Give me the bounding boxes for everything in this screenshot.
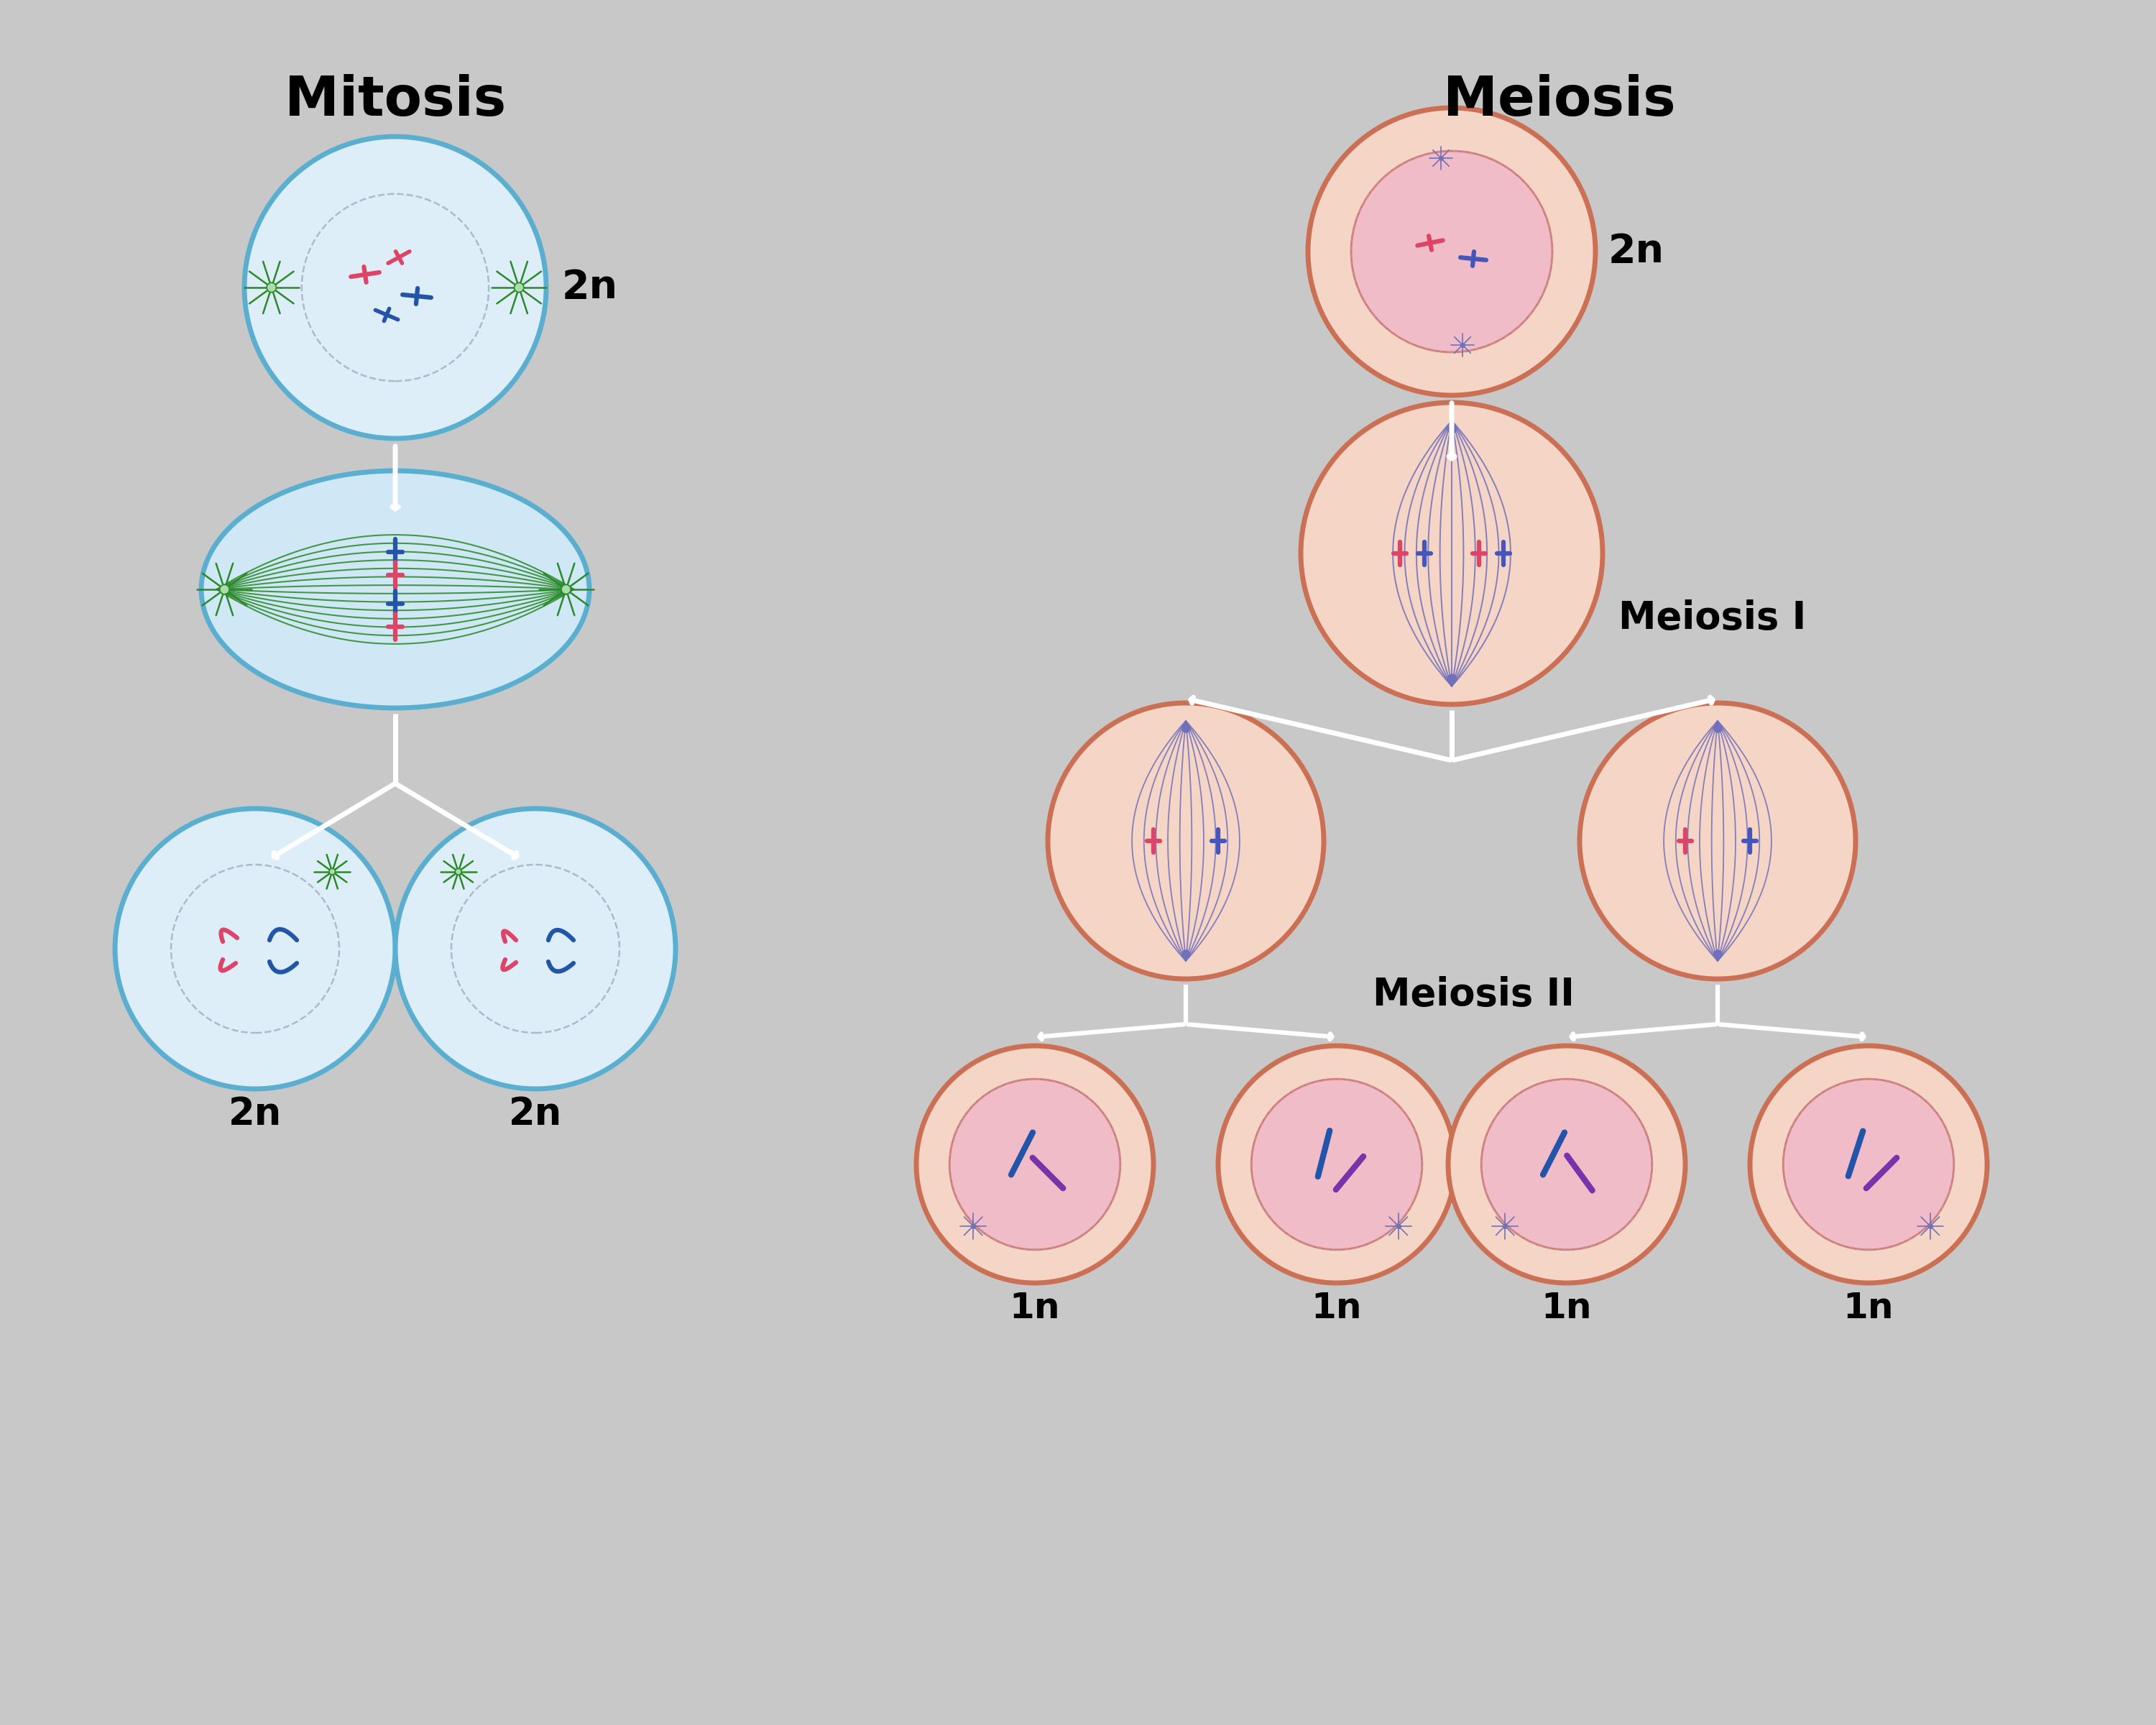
Text: 2n: 2n	[229, 1095, 282, 1133]
Ellipse shape	[1751, 1045, 1988, 1283]
Text: 2n: 2n	[563, 267, 619, 307]
Text: 1n: 1n	[1009, 1290, 1061, 1325]
Ellipse shape	[1449, 1045, 1686, 1283]
Text: 1n: 1n	[1311, 1290, 1363, 1325]
Text: Mitosis: Mitosis	[285, 74, 507, 128]
Ellipse shape	[1580, 704, 1856, 978]
Text: 1n: 1n	[1542, 1290, 1591, 1325]
Ellipse shape	[201, 471, 589, 707]
Ellipse shape	[916, 1045, 1153, 1283]
Ellipse shape	[1309, 107, 1595, 395]
Ellipse shape	[1218, 1045, 1455, 1283]
Ellipse shape	[455, 868, 461, 875]
Ellipse shape	[114, 809, 395, 1088]
Text: 2n: 2n	[509, 1095, 563, 1133]
Ellipse shape	[1783, 1080, 1953, 1249]
Ellipse shape	[244, 136, 545, 438]
Ellipse shape	[1352, 150, 1552, 352]
Text: 1n: 1n	[1843, 1290, 1893, 1325]
Ellipse shape	[515, 283, 524, 292]
Ellipse shape	[1250, 1080, 1423, 1249]
Ellipse shape	[561, 585, 571, 593]
Ellipse shape	[267, 283, 276, 292]
Ellipse shape	[1481, 1080, 1651, 1249]
Ellipse shape	[330, 868, 336, 875]
Ellipse shape	[220, 585, 229, 593]
Ellipse shape	[395, 809, 675, 1088]
Text: Meiosis: Meiosis	[1442, 74, 1675, 128]
Text: Meiosis II: Meiosis II	[1373, 976, 1574, 1013]
Ellipse shape	[949, 1080, 1121, 1249]
Text: 2n: 2n	[1608, 233, 1664, 271]
Ellipse shape	[1048, 704, 1324, 978]
Text: Meiosis I: Meiosis I	[1619, 599, 1807, 637]
Ellipse shape	[1300, 402, 1602, 704]
